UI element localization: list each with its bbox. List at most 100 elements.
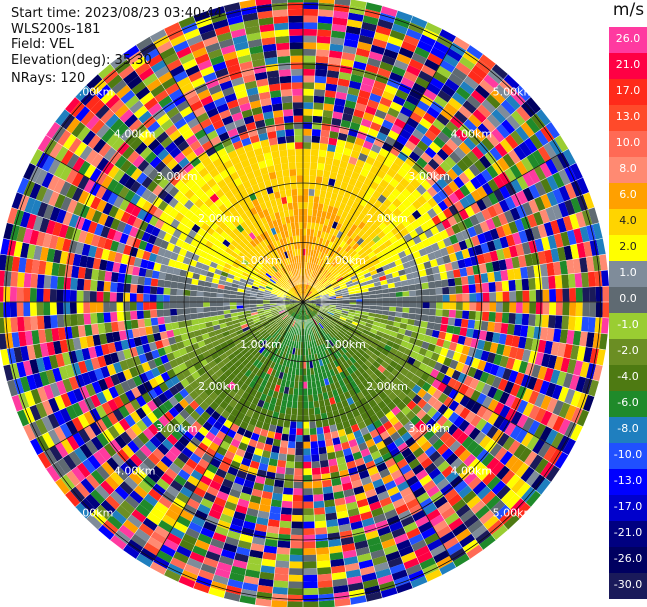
velocity-cell bbox=[354, 245, 363, 253]
velocity-cell bbox=[256, 377, 264, 386]
velocity-cell bbox=[110, 281, 118, 293]
velocity-cell bbox=[498, 171, 511, 186]
velocity-cell bbox=[117, 320, 126, 332]
velocity-cell bbox=[402, 492, 417, 504]
velocity-cell bbox=[230, 309, 238, 314]
velocity-cell bbox=[183, 199, 195, 210]
velocity-cell bbox=[539, 426, 553, 442]
velocity-cell bbox=[408, 441, 421, 453]
velocity-cell bbox=[286, 332, 292, 340]
velocity-cell bbox=[164, 422, 176, 434]
velocity-cell bbox=[227, 466, 239, 477]
velocity-cell bbox=[95, 465, 110, 481]
velocity-cell bbox=[374, 217, 384, 227]
velocity-cell bbox=[310, 367, 315, 375]
velocity-cell bbox=[359, 240, 368, 249]
velocity-cell bbox=[430, 422, 442, 434]
velocity-cell bbox=[328, 331, 335, 339]
velocity-cell bbox=[163, 345, 173, 355]
velocity-cell bbox=[463, 453, 477, 467]
velocity-cell bbox=[414, 515, 430, 528]
velocity-cell bbox=[138, 220, 149, 232]
velocity-cell bbox=[158, 211, 169, 223]
velocity-cell bbox=[488, 281, 496, 293]
velocity-cell bbox=[432, 519, 449, 533]
velocity-cell bbox=[219, 243, 228, 252]
velocity-cell bbox=[289, 302, 297, 304]
velocity-cell bbox=[286, 454, 295, 462]
velocity-cell bbox=[453, 415, 465, 428]
velocity-cell bbox=[420, 275, 428, 284]
velocity-cell bbox=[351, 334, 359, 342]
velocity-cell bbox=[144, 151, 157, 164]
velocity-cell bbox=[387, 282, 396, 289]
velocity-cell bbox=[270, 368, 277, 377]
velocity-cell bbox=[244, 569, 261, 579]
velocity-cell bbox=[416, 551, 433, 564]
velocity-cell bbox=[166, 329, 175, 339]
velocity-cell bbox=[419, 557, 437, 570]
velocity-cell bbox=[326, 312, 334, 318]
velocity-cell bbox=[342, 302, 350, 305]
velocity-cell bbox=[248, 438, 258, 448]
velocity-cell bbox=[248, 323, 256, 330]
velocity-cell bbox=[424, 146, 437, 159]
velocity-cell bbox=[199, 475, 213, 486]
velocity-cell bbox=[102, 519, 119, 535]
velocity-cell bbox=[299, 368, 303, 376]
velocity-cell bbox=[353, 218, 362, 227]
velocity-cell bbox=[360, 332, 369, 339]
velocity-cell bbox=[258, 346, 266, 354]
velocity-cell bbox=[485, 331, 494, 343]
velocity-cell bbox=[248, 250, 256, 258]
velocity-cell bbox=[43, 204, 55, 220]
velocity-cell bbox=[335, 373, 343, 382]
velocity-cell bbox=[20, 345, 30, 362]
velocity-cell bbox=[376, 462, 388, 473]
velocity-cell bbox=[366, 57, 382, 68]
velocity-cell bbox=[100, 108, 115, 124]
velocity-cell bbox=[369, 205, 379, 214]
velocity-cell bbox=[62, 454, 77, 471]
velocity-cell bbox=[351, 277, 359, 283]
velocity-cell bbox=[456, 293, 463, 302]
velocity-cell bbox=[288, 333, 293, 340]
velocity-cell bbox=[68, 213, 80, 228]
velocity-cell bbox=[348, 588, 366, 599]
velocity-cell bbox=[288, 310, 294, 317]
velocity-cell bbox=[163, 315, 172, 324]
velocity-cell bbox=[279, 328, 285, 336]
velocity-cell bbox=[160, 239, 170, 250]
velocity-cell bbox=[356, 130, 368, 141]
velocity-cell bbox=[53, 162, 67, 178]
velocity-cell bbox=[522, 302, 530, 314]
velocity-cell bbox=[420, 64, 437, 77]
velocity-cell bbox=[77, 413, 90, 429]
velocity-cell bbox=[421, 381, 432, 393]
velocity-cell bbox=[307, 306, 313, 312]
velocity-cell bbox=[554, 135, 569, 153]
velocity-cell bbox=[106, 178, 119, 193]
velocity-cell bbox=[350, 73, 364, 84]
velocity-cell bbox=[317, 274, 323, 281]
velocity-cell bbox=[432, 472, 446, 486]
velocity-cell bbox=[310, 155, 319, 163]
velocity-cell bbox=[463, 375, 474, 387]
velocity-cell bbox=[473, 159, 487, 173]
velocity-cell bbox=[133, 336, 143, 347]
velocity-cell bbox=[575, 302, 583, 317]
ray-separator bbox=[310, 28, 443, 287]
velocity-cell bbox=[566, 229, 577, 246]
velocity-cell bbox=[122, 244, 132, 256]
velocity-cell bbox=[458, 419, 471, 432]
velocity-cell bbox=[418, 247, 428, 257]
velocity-cell bbox=[390, 162, 401, 173]
velocity-cell bbox=[459, 196, 471, 209]
velocity-cell bbox=[210, 244, 220, 252]
velocity-cell bbox=[324, 247, 331, 255]
velocity-cell bbox=[357, 221, 366, 230]
velocity-cell bbox=[556, 371, 567, 387]
velocity-cell bbox=[178, 247, 188, 257]
velocity-cell bbox=[303, 222, 308, 229]
velocity-cell bbox=[368, 364, 378, 373]
